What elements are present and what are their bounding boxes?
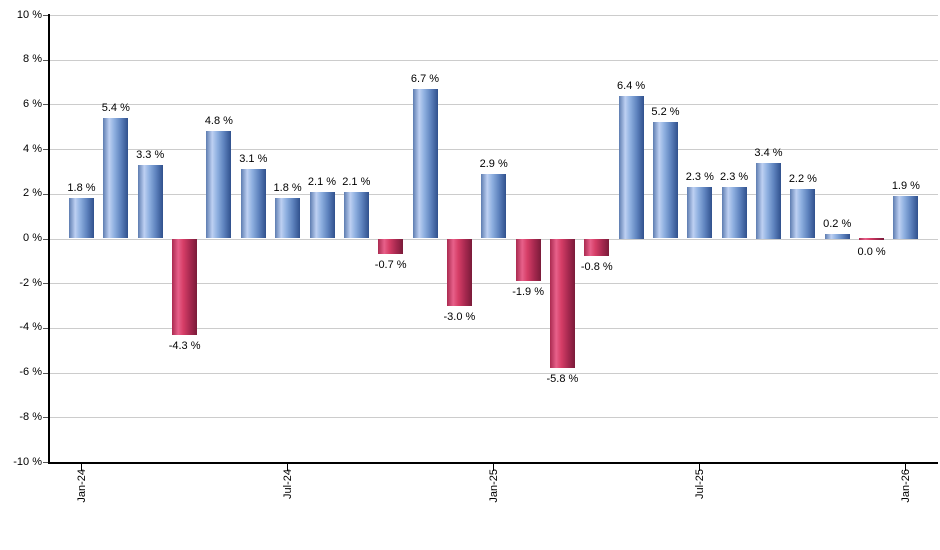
x-axis-tick [81, 464, 82, 471]
gridline [50, 238, 938, 240]
bar-value-label: 3.3 % [136, 148, 165, 161]
bar-value-label: -3.0 % [443, 310, 476, 323]
y-tick-label: 8 % [23, 53, 42, 66]
bar [69, 198, 94, 239]
gridline [50, 283, 938, 285]
y-axis-tick [43, 462, 48, 463]
bar [240, 169, 266, 239]
bar-value-label: 0.2 % [823, 218, 852, 230]
bar [103, 117, 129, 239]
bar [515, 238, 541, 281]
bar [756, 162, 781, 239]
x-tick-label: Jan-24 [75, 469, 88, 503]
y-axis-tick [43, 327, 48, 329]
bar-value-label: -1.9 % [512, 286, 544, 298]
bar-value-label: -4.3 % [168, 339, 201, 352]
bar [790, 189, 816, 239]
bar [343, 191, 369, 239]
bar [378, 238, 404, 255]
x-axis-line [48, 462, 938, 464]
y-tick-label: 2 % [23, 187, 42, 200]
gridline [50, 59, 938, 61]
x-tick-label: Jan-26 [899, 469, 912, 503]
y-axis-tick [43, 193, 48, 195]
bar-value-label: 6.7 % [410, 72, 440, 85]
bar-value-label: 2.9 % [479, 157, 508, 170]
bar [172, 238, 198, 335]
y-tick-label: 6 % [23, 97, 42, 110]
bar [446, 238, 472, 306]
y-axis-tick [43, 283, 48, 285]
bar [824, 234, 850, 239]
bar-value-label: 2.1 % [342, 175, 371, 188]
bar [275, 198, 301, 239]
bar-value-label: 2.3 % [720, 171, 749, 184]
gridline [50, 104, 938, 106]
y-tick-label: -10 % [13, 455, 42, 468]
bar-value-label: 5.2 % [651, 106, 680, 119]
bar-value-label: 1.8 % [273, 182, 302, 195]
bar [137, 164, 163, 239]
bar [481, 173, 507, 239]
y-axis-tick [43, 238, 48, 240]
x-tick-label: Jul-25 [693, 469, 706, 499]
bar-value-label: 3.4 % [754, 146, 783, 159]
y-tick-label: 4 % [23, 142, 42, 155]
y-axis-tick [43, 417, 48, 419]
bar-value-label: 2.1 % [307, 175, 337, 188]
y-axis-tick [43, 104, 48, 106]
bar-value-label: 5.4 % [101, 101, 130, 114]
bar [206, 131, 232, 239]
bar [893, 196, 919, 239]
bar [618, 95, 644, 239]
bar-value-label: -0.7 % [374, 259, 407, 272]
gridline [50, 15, 938, 16]
bar [721, 187, 747, 239]
y-axis-tick [43, 15, 48, 16]
bar-value-label: 4.8 % [204, 115, 233, 128]
gridline [50, 372, 938, 374]
y-axis-tick [43, 59, 48, 61]
y-axis-tick [43, 149, 48, 151]
gridline [50, 417, 938, 419]
y-tick-label: -6 % [19, 366, 42, 379]
bar-value-label: 2.3 % [685, 171, 714, 184]
y-tick-label: 0 % [23, 232, 42, 244]
bar-value-label: 1.9 % [891, 180, 920, 192]
bar-value-label: 3.1 % [239, 153, 268, 166]
bar-value-label: 1.8 % [67, 182, 96, 195]
bar [653, 122, 678, 239]
x-axis-tick [905, 464, 907, 471]
y-axis-tick [43, 372, 48, 374]
bar-value-label: 2.2 % [788, 173, 817, 186]
y-tick-label: -4 % [19, 321, 42, 334]
y-tick-label: -2 % [19, 276, 42, 289]
bar-value-label: 6.4 % [617, 79, 646, 92]
y-axis-line [48, 14, 50, 464]
gridline [50, 149, 938, 151]
x-tick-label: Jul-24 [281, 469, 294, 499]
bar-value-label: 0.0 % [857, 245, 886, 258]
x-axis-tick [493, 464, 495, 471]
bar [309, 191, 335, 239]
bar [412, 88, 438, 239]
bar [549, 238, 575, 369]
gridline [50, 327, 938, 329]
bar [859, 237, 885, 240]
y-tick-label: -8 % [19, 410, 42, 423]
bar [584, 238, 610, 257]
x-tick-label: Jan-25 [487, 469, 500, 503]
y-tick-label: 10 % [16, 8, 42, 21]
plot-area: 1.8 % 5.4 % 3.3 % -4.3 % 4.8 % 3.1 % 1.8 % 2.1 … [50, 15, 938, 462]
x-axis-tick [287, 464, 289, 471]
bar-value-label: -0.8 % [580, 261, 613, 274]
bar [687, 187, 713, 239]
x-axis-tick [699, 464, 701, 471]
bar-value-label: -5.8 % [546, 373, 579, 386]
